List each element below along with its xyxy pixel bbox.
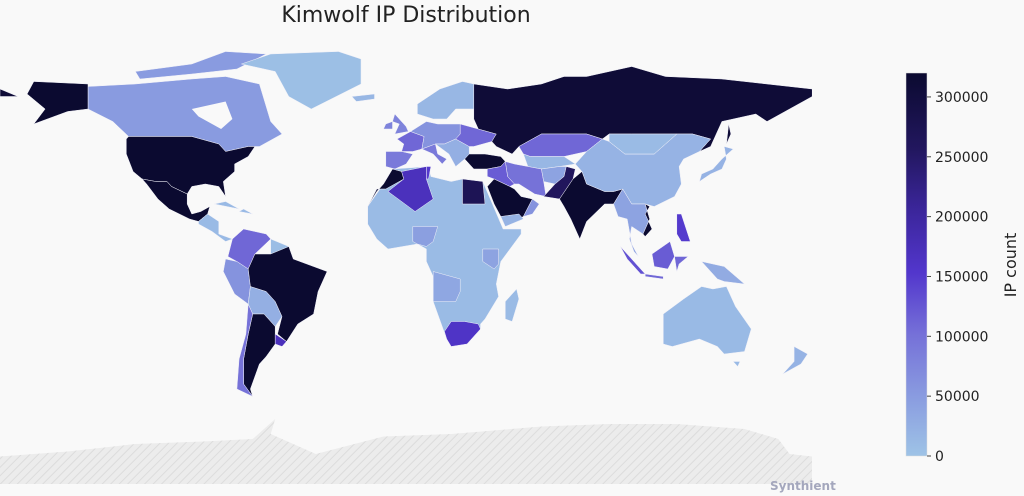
country-tun bbox=[426, 166, 432, 180]
country-jpn bbox=[698, 146, 734, 183]
antarctica-no-data bbox=[0, 419, 812, 484]
country-ago bbox=[432, 271, 461, 302]
country-nzl bbox=[782, 346, 808, 375]
country-aus bbox=[732, 361, 741, 367]
country-chl bbox=[236, 303, 253, 397]
country-egy bbox=[462, 178, 486, 205]
country-cam bbox=[238, 208, 253, 215]
country-rus bbox=[473, 66, 812, 155]
country-grl bbox=[240, 51, 362, 110]
map-title: Kimwolf IP Distribution bbox=[281, 3, 531, 28]
country-rus bbox=[0, 88, 19, 97]
colorbar-tick-label: 300000 bbox=[935, 90, 988, 106]
colorbar-title: IP count bbox=[1001, 233, 1020, 298]
country-omn bbox=[522, 198, 540, 217]
country-yem bbox=[500, 213, 524, 227]
country-sca bbox=[351, 93, 375, 102]
colorbar-tick-label: 200000 bbox=[935, 210, 988, 226]
country-cam bbox=[214, 201, 240, 210]
country-ury bbox=[274, 333, 287, 347]
country-ken bbox=[482, 248, 499, 270]
country-sum bbox=[620, 246, 646, 275]
country-nga bbox=[412, 226, 439, 247]
colorbar-tick-label: 100000 bbox=[935, 329, 988, 345]
country-usa bbox=[26, 81, 89, 125]
country-afr bbox=[367, 166, 522, 347]
colorbar-gradient bbox=[905, 72, 928, 457]
country-jav bbox=[674, 256, 689, 272]
country-phl bbox=[676, 213, 691, 242]
country-png bbox=[700, 261, 746, 285]
country-aus bbox=[663, 286, 752, 355]
watermark: Synthient bbox=[770, 479, 836, 493]
colorbar-tick-label: 250000 bbox=[935, 150, 988, 166]
country-mdg bbox=[505, 288, 520, 322]
country-jav bbox=[644, 273, 664, 280]
colorbar-tick-label: 0 bbox=[935, 449, 944, 465]
country-mex bbox=[141, 178, 211, 222]
country-zaf bbox=[444, 321, 481, 347]
choropleth-map bbox=[0, 51, 812, 484]
country-vnm bbox=[642, 203, 653, 237]
country-sea bbox=[613, 188, 650, 257]
colorbar-tick-label: 50000 bbox=[935, 389, 980, 405]
hudson-bay-water bbox=[191, 101, 233, 129]
country-bor bbox=[651, 241, 675, 270]
colorbar-tick-label: 150000 bbox=[935, 269, 988, 285]
country-mng bbox=[608, 133, 678, 155]
country-bra bbox=[247, 246, 328, 342]
country-gbr bbox=[383, 121, 393, 130]
country-irq-syr bbox=[487, 160, 515, 187]
country-gbr bbox=[392, 113, 409, 135]
country-rus bbox=[726, 123, 732, 145]
